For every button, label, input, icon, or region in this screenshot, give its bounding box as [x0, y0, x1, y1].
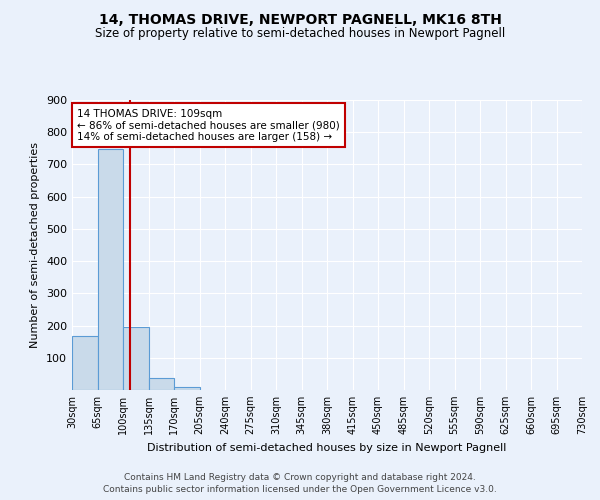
Text: 14 THOMAS DRIVE: 109sqm
← 86% of semi-detached houses are smaller (980)
14% of s: 14 THOMAS DRIVE: 109sqm ← 86% of semi-de…	[77, 108, 340, 142]
Bar	[97, 149, 123, 390]
Y-axis label: Number of semi-detached properties: Number of semi-detached properties	[31, 142, 40, 348]
Bar	[72, 336, 97, 390]
Text: Contains HM Land Registry data © Crown copyright and database right 2024.: Contains HM Land Registry data © Crown c…	[124, 472, 476, 482]
Bar	[174, 387, 199, 390]
Text: Contains public sector information licensed under the Open Government Licence v3: Contains public sector information licen…	[103, 485, 497, 494]
X-axis label: Distribution of semi-detached houses by size in Newport Pagnell: Distribution of semi-detached houses by …	[148, 442, 506, 452]
Text: 14, THOMAS DRIVE, NEWPORT PAGNELL, MK16 8TH: 14, THOMAS DRIVE, NEWPORT PAGNELL, MK16 …	[98, 12, 502, 26]
Bar	[123, 326, 149, 390]
Text: Size of property relative to semi-detached houses in Newport Pagnell: Size of property relative to semi-detach…	[95, 28, 505, 40]
Bar	[149, 378, 174, 390]
